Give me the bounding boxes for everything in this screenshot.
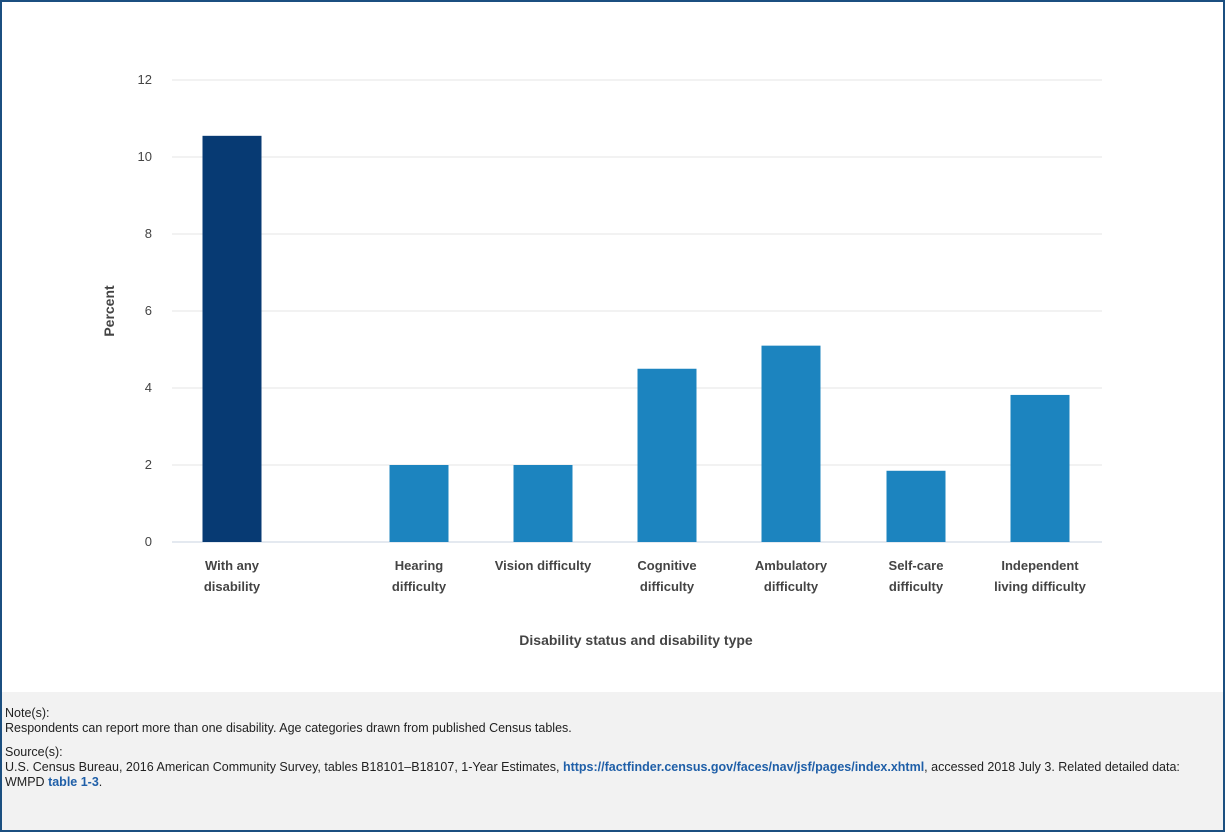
y-tick-label: 0 xyxy=(145,534,152,549)
x-tick-label: Cognitive difficulty xyxy=(637,558,696,594)
y-tick-label: 4 xyxy=(145,380,152,395)
x-tick-label: Independent living difficulty xyxy=(994,558,1086,594)
source-text-end: . xyxy=(98,775,103,789)
bar xyxy=(886,470,946,542)
y-tick-label: 6 xyxy=(145,303,152,318)
bar xyxy=(202,135,262,542)
y-tick-label: 8 xyxy=(145,226,152,241)
x-tick-label: Ambulatory difficulty xyxy=(755,558,828,594)
bar xyxy=(389,465,449,542)
y-axis-title: Percent xyxy=(101,285,117,337)
y-tick-label: 2 xyxy=(145,457,152,472)
bar xyxy=(1010,394,1070,542)
notes-panel: Note(s): Respondents can report more tha… xyxy=(5,706,1220,799)
x-axis-title: Disability status and disability type xyxy=(519,632,753,648)
source-heading: Source(s): xyxy=(5,745,63,759)
x-tick-label: Self-care difficulty xyxy=(889,558,944,594)
x-tick-label: Vision difficulty xyxy=(495,558,592,573)
bar-chart: 0 2 4 6 8 10 12 With any disability Hearing diffic… xyxy=(101,72,1102,648)
x-tick-label: Hearing difficulty xyxy=(392,558,447,594)
notes-footer xyxy=(2,692,1223,830)
note-text: Respondents can report more than one dis… xyxy=(5,721,572,735)
bar xyxy=(637,368,697,542)
x-tick-label: With any disability xyxy=(204,558,261,594)
source-text-accessed: , accessed 2018 July 3. Related detailed… xyxy=(5,760,1180,789)
source-text: U.S. Census Bureau, 2016 American Commun… xyxy=(5,760,563,774)
note-heading: Note(s): xyxy=(5,706,50,720)
bar xyxy=(761,345,821,542)
bar xyxy=(513,465,573,542)
factfinder-link[interactable]: https://factfinder.census.gov/faces/nav/… xyxy=(562,760,925,774)
table-link[interactable]: table 1-3 xyxy=(48,775,99,789)
y-tick-label: 10 xyxy=(138,149,152,164)
y-tick-label: 12 xyxy=(138,72,152,87)
